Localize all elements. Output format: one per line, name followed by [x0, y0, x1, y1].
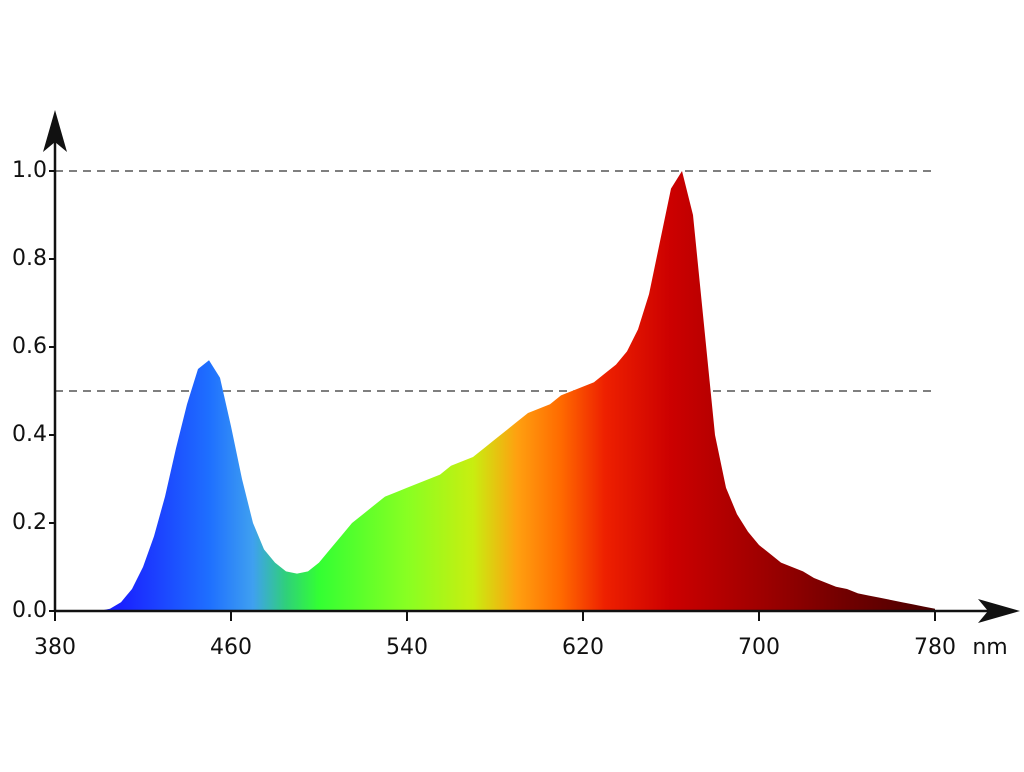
y-tick-label: 0.2 [12, 510, 47, 535]
y-tick-label: 0.0 [12, 598, 47, 623]
x-axis-label: nm [972, 635, 1007, 660]
y-axis-arrow [43, 110, 67, 152]
x-tick-label: 620 [562, 635, 604, 660]
y-tick-label: 1.0 [12, 158, 47, 183]
x-tick-label: 780 [914, 635, 956, 660]
x-tick-label: 460 [210, 635, 252, 660]
x-tick-label: 700 [738, 635, 780, 660]
y-tick-label: 0.6 [12, 334, 47, 359]
x-axis-arrow [978, 599, 1020, 623]
x-tick-label: 540 [386, 635, 428, 660]
x-tick-label: 380 [34, 635, 76, 660]
y-tick-label: 0.8 [12, 246, 47, 271]
y-tick-label: 0.4 [12, 422, 47, 447]
spectrum-area [55, 171, 935, 611]
